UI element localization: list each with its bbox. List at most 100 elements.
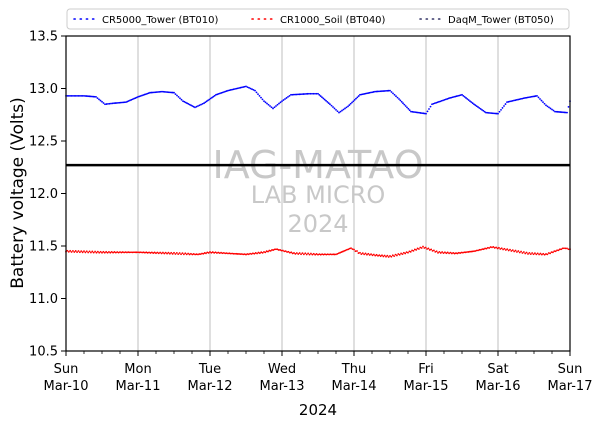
data-point bbox=[564, 111, 567, 114]
data-point bbox=[150, 251, 153, 254]
data-point bbox=[379, 255, 382, 258]
data-point bbox=[435, 250, 438, 253]
data-point bbox=[186, 102, 188, 105]
data-point bbox=[335, 108, 337, 111]
data-point bbox=[80, 94, 83, 97]
data-point bbox=[162, 251, 164, 254]
data-point bbox=[301, 93, 303, 96]
data-point bbox=[96, 250, 99, 253]
data-point bbox=[530, 95, 533, 98]
data-point bbox=[473, 103, 475, 106]
data-point bbox=[515, 98, 518, 101]
data-point bbox=[459, 252, 462, 254]
data-point bbox=[201, 252, 203, 255]
data-point bbox=[124, 251, 127, 254]
data-point bbox=[134, 251, 137, 254]
data-point bbox=[432, 102, 435, 105]
data-point bbox=[101, 100, 103, 103]
data-point bbox=[401, 253, 404, 256]
data-point bbox=[99, 99, 102, 102]
data-point bbox=[448, 252, 450, 255]
data-point bbox=[119, 251, 121, 253]
data-point bbox=[474, 250, 477, 252]
data-point bbox=[134, 97, 137, 99]
data-point bbox=[104, 103, 106, 106]
data-point bbox=[232, 252, 235, 255]
data-point bbox=[149, 252, 152, 254]
legend: CR5000_Tower (BT010) CR1000_Soil (BT040)… bbox=[66, 8, 570, 30]
data-point bbox=[398, 253, 401, 256]
data-point bbox=[191, 105, 194, 107]
data-point bbox=[346, 248, 348, 251]
data-point bbox=[462, 94, 465, 97]
data-point bbox=[194, 106, 196, 109]
data-point bbox=[286, 251, 288, 253]
data-point bbox=[380, 90, 383, 93]
data-point bbox=[302, 93, 305, 95]
data-point bbox=[484, 247, 486, 250]
data-point bbox=[359, 93, 361, 96]
data-point bbox=[201, 103, 204, 105]
data-point bbox=[308, 92, 310, 95]
data-point bbox=[239, 253, 242, 256]
data-point bbox=[492, 246, 495, 248]
data-point bbox=[344, 107, 346, 110]
data-point bbox=[163, 252, 166, 255]
data-point bbox=[442, 252, 445, 254]
legend-label-daqm: DaqM_Tower (BT050) bbox=[448, 15, 554, 26]
data-point bbox=[298, 252, 301, 254]
data-point bbox=[270, 106, 273, 109]
data-point bbox=[475, 105, 478, 108]
data-point bbox=[126, 100, 129, 103]
data-point bbox=[409, 250, 412, 253]
data-point bbox=[561, 247, 564, 250]
data-point bbox=[387, 256, 390, 258]
data-point bbox=[311, 92, 313, 95]
data-point bbox=[531, 252, 534, 254]
data-point bbox=[185, 253, 188, 256]
data-point bbox=[299, 93, 302, 96]
data-point bbox=[123, 101, 126, 104]
data-point bbox=[228, 252, 231, 255]
data-point bbox=[295, 252, 298, 254]
data-point bbox=[385, 89, 387, 92]
data-point bbox=[462, 251, 464, 254]
x-tick-date: Mar-10 bbox=[44, 379, 89, 394]
data-point bbox=[87, 251, 90, 254]
data-point bbox=[514, 249, 517, 252]
data-point bbox=[333, 253, 336, 256]
data-point bbox=[397, 253, 400, 255]
data-point bbox=[91, 250, 94, 253]
data-point bbox=[99, 250, 102, 253]
data-point bbox=[273, 248, 276, 251]
data-point bbox=[450, 252, 453, 255]
data-point bbox=[483, 110, 486, 113]
data-point bbox=[213, 94, 216, 97]
data-point bbox=[253, 252, 256, 255]
data-point bbox=[411, 249, 413, 252]
data-point bbox=[382, 255, 385, 258]
data-point bbox=[341, 109, 343, 112]
data-point bbox=[269, 105, 271, 107]
data-point bbox=[416, 247, 419, 250]
data-point bbox=[325, 99, 327, 102]
data-point bbox=[559, 111, 562, 113]
data-point bbox=[418, 248, 420, 250]
data-point bbox=[207, 99, 209, 102]
data-point bbox=[290, 251, 293, 254]
data-point bbox=[410, 110, 412, 113]
data-point bbox=[435, 101, 438, 104]
data-point bbox=[113, 102, 115, 105]
data-point bbox=[474, 104, 477, 107]
data-point bbox=[566, 111, 568, 114]
data-point bbox=[182, 100, 184, 102]
data-point bbox=[116, 251, 119, 253]
data-point bbox=[548, 106, 550, 109]
data-point bbox=[213, 252, 216, 254]
data-point bbox=[532, 253, 535, 256]
data-point bbox=[405, 251, 408, 254]
data-point bbox=[258, 94, 261, 97]
data-point bbox=[231, 252, 234, 255]
data-point bbox=[429, 105, 432, 108]
data-point bbox=[475, 249, 478, 252]
